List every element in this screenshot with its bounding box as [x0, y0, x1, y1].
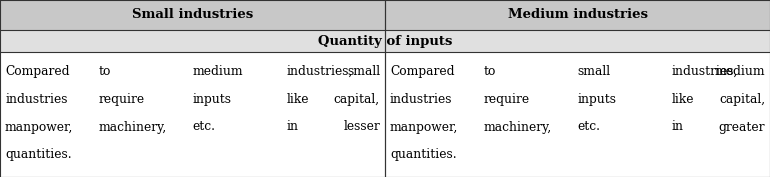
- Text: medium: medium: [192, 65, 243, 78]
- Text: lesser: lesser: [343, 121, 380, 133]
- Text: in: in: [671, 121, 683, 133]
- Text: etc.: etc.: [192, 121, 216, 133]
- Text: Medium industries: Medium industries: [507, 8, 648, 21]
- Text: industries,: industries,: [286, 65, 353, 78]
- Text: quantities.: quantities.: [5, 148, 72, 161]
- Text: machinery,: machinery,: [99, 121, 167, 133]
- Text: industries: industries: [5, 93, 68, 106]
- Bar: [385, 0, 770, 30]
- Text: in: in: [286, 121, 298, 133]
- Text: industries,: industries,: [671, 65, 738, 78]
- Text: like: like: [286, 93, 309, 106]
- Text: capital,: capital,: [334, 93, 380, 106]
- Text: small: small: [578, 65, 611, 78]
- Bar: [0, 30, 770, 52]
- Text: require: require: [484, 93, 530, 106]
- Text: inputs: inputs: [578, 93, 617, 106]
- Text: capital,: capital,: [719, 93, 765, 106]
- Text: etc.: etc.: [578, 121, 601, 133]
- Text: to: to: [99, 65, 111, 78]
- Text: to: to: [484, 65, 496, 78]
- Text: industries: industries: [390, 93, 453, 106]
- Text: like: like: [671, 93, 694, 106]
- Text: Quantity of inputs: Quantity of inputs: [318, 35, 452, 47]
- Text: Small industries: Small industries: [132, 8, 253, 21]
- Text: manpower,: manpower,: [390, 121, 458, 133]
- Text: machinery,: machinery,: [484, 121, 552, 133]
- Text: manpower,: manpower,: [5, 121, 73, 133]
- Text: inputs: inputs: [192, 93, 232, 106]
- Bar: [0, 0, 385, 30]
- Text: small: small: [346, 65, 380, 78]
- Bar: [0, 52, 385, 177]
- Text: medium: medium: [715, 65, 765, 78]
- Text: quantities.: quantities.: [390, 148, 457, 161]
- Text: Compared: Compared: [390, 65, 454, 78]
- Text: Compared: Compared: [5, 65, 69, 78]
- Text: require: require: [99, 93, 145, 106]
- Bar: [385, 52, 770, 177]
- Text: greater: greater: [718, 121, 765, 133]
